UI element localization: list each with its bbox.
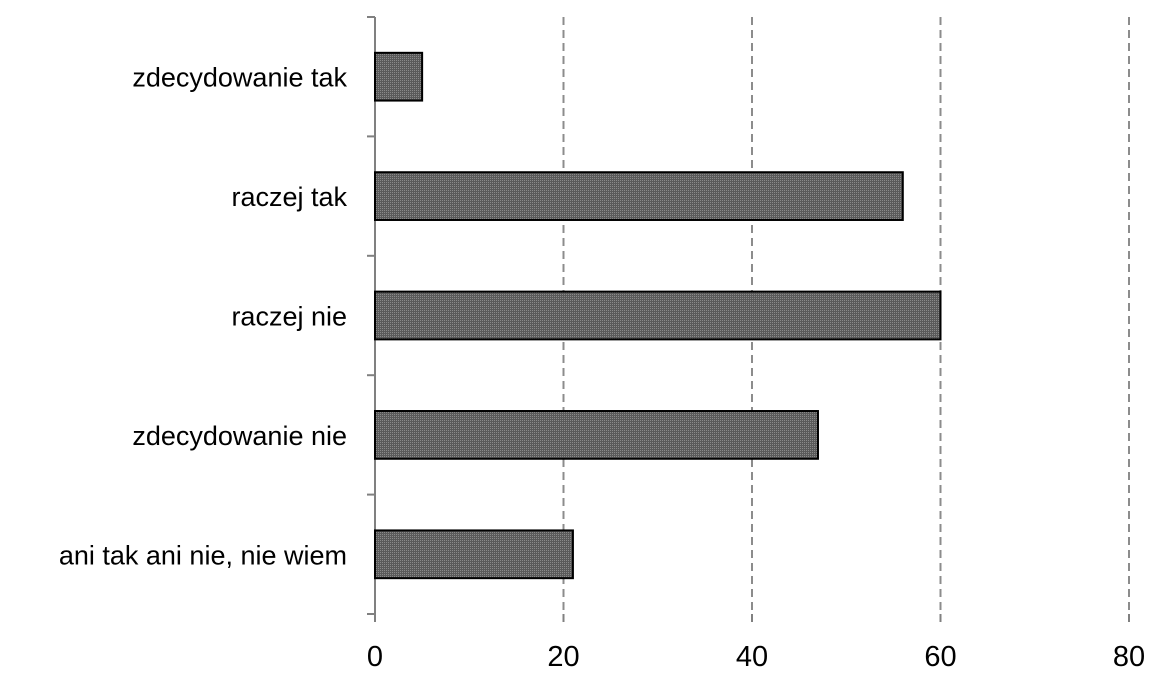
category-labels: zdecydowanie tak raczej tak raczej nie zdec… [59,63,348,571]
tick-labels: 0 20 40 60 80 [367,641,1145,673]
category-label-5: ani tak ani nie, nie wiem [59,540,347,570]
bar-5 [374,529,574,580]
category-label-1: zdecydowanie tak [132,63,347,93]
x-tick-label-80: 80 [1113,641,1145,673]
bars [374,51,942,580]
bar-2 [374,171,904,221]
category-label-4: zdecydowanie nie [132,421,347,451]
x-tick-label-0: 0 [367,641,383,673]
bar-1 [374,51,424,102]
gridlines [562,17,1130,614]
category-label-2: raczej tak [231,182,347,212]
x-tick-label-40: 40 [736,641,768,673]
x-tick-label-60: 60 [924,641,956,673]
category-label-3: raczej nie [231,302,347,332]
bar-4 [374,410,819,460]
bar-3 [374,290,942,341]
x-tick-label-20: 20 [547,641,579,673]
